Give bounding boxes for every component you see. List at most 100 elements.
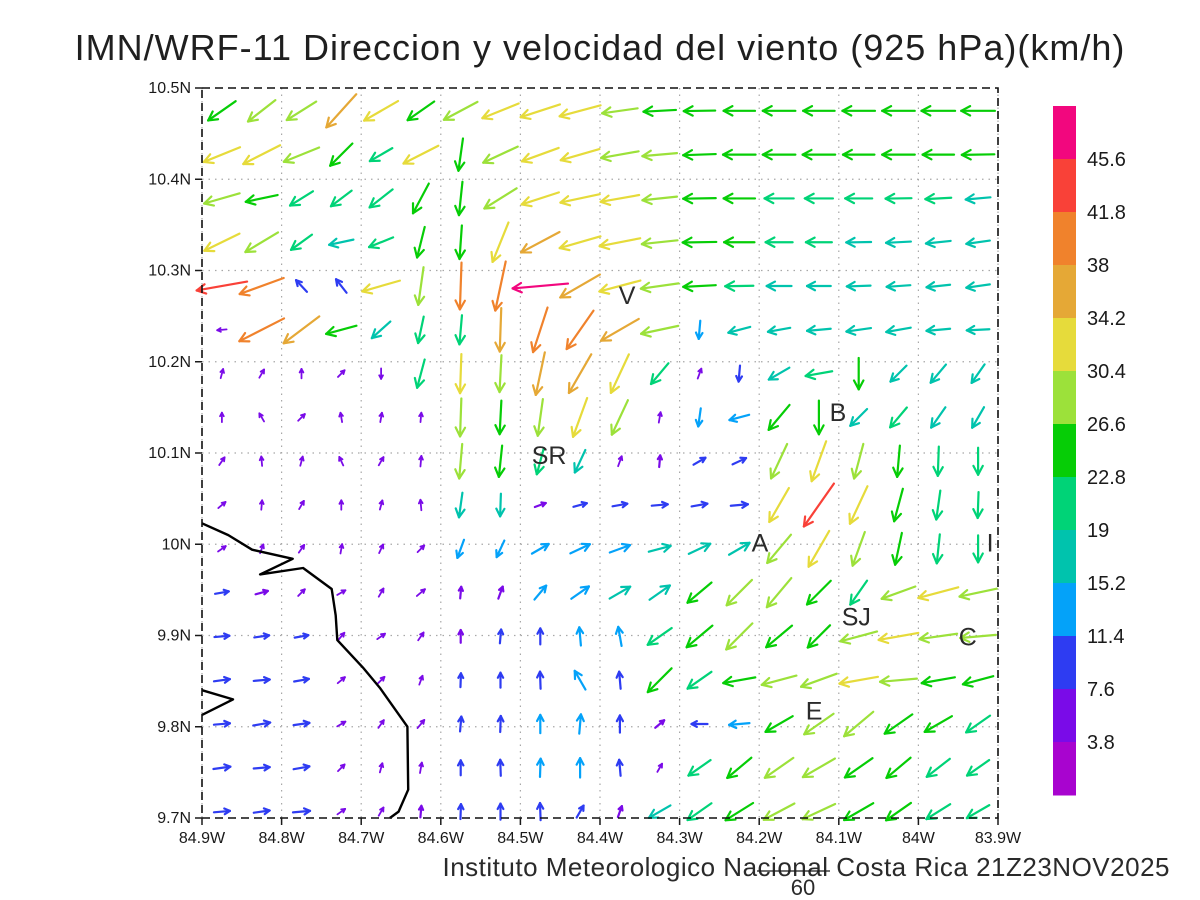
wind-arrow-head	[302, 413, 306, 419]
wind-arrow	[416, 719, 426, 729]
y-tick-label: 10.1N	[148, 445, 191, 462]
wind-arrow-shaft	[416, 225, 426, 259]
wind-arrow-head	[442, 110, 451, 121]
wind-arrow-head	[223, 722, 231, 728]
wind-arrow-head	[960, 153, 972, 161]
wind-arrow-head	[490, 250, 494, 263]
wind-arrow-head	[681, 241, 693, 249]
wind-arrow	[572, 500, 588, 508]
wind-arrow	[377, 456, 385, 467]
wind-arrow	[481, 102, 520, 121]
wind-arrow-shaft	[538, 670, 542, 690]
wind-arrow-head	[765, 280, 777, 288]
wind-arrow-head	[890, 510, 896, 523]
wind-arrow-head	[964, 198, 976, 205]
wind-arrow	[376, 675, 386, 685]
wind-arrow-shaft	[559, 273, 601, 299]
wind-arrow-head	[960, 148, 972, 156]
wind-arrow-head	[421, 674, 424, 681]
wind-arrow	[850, 530, 866, 567]
wind-arrow-shaft	[617, 625, 623, 648]
wind-arrow	[482, 145, 519, 165]
wind-arrow-head	[921, 148, 933, 156]
wind-arrow-head	[694, 331, 700, 340]
wind-arrow	[616, 805, 624, 819]
wind-arrow	[925, 324, 952, 336]
wind-arrow	[258, 368, 265, 379]
wind-arrow-head	[850, 467, 856, 480]
wind-arrow	[920, 105, 957, 117]
wind-arrow-head	[244, 200, 257, 206]
wind-arrow-head	[965, 765, 973, 777]
wind-arrow	[202, 146, 242, 165]
wind-arrow-head	[494, 424, 501, 436]
wind-arrow	[338, 456, 345, 467]
wind-arrow-head	[422, 544, 426, 551]
wind-arrow-shaft	[599, 193, 641, 203]
wind-arrow-head	[682, 197, 694, 205]
wind-arrow-shaft	[368, 188, 394, 209]
wind-arrow-head	[649, 379, 662, 386]
wind-arrow-shaft	[482, 145, 519, 164]
wind-arrow-head	[334, 278, 344, 284]
wind-arrow-head	[378, 374, 383, 380]
wind-arrow-head	[852, 379, 860, 391]
wind-arrow	[336, 676, 346, 685]
wind-arrow-head	[885, 285, 897, 292]
wind-arrow-head	[329, 196, 337, 208]
wind-arrow-shaft	[292, 765, 311, 771]
wind-arrow-head	[649, 373, 655, 386]
wind-arrow-shaft	[459, 803, 463, 821]
wind-arrow-shaft	[924, 196, 953, 201]
wind-arrow-shaft	[573, 669, 587, 691]
wind-arrow-shaft	[499, 758, 502, 777]
wind-arrow-head	[599, 331, 608, 342]
wind-arrow	[570, 396, 589, 438]
wind-arrow-head	[422, 719, 426, 725]
wind-arrow-head	[931, 552, 938, 565]
wind-arrow	[495, 492, 506, 518]
wind-arrow-head	[805, 329, 817, 336]
y-tick-label: 10.4N	[148, 171, 191, 188]
wind-arrow-head	[338, 456, 344, 461]
wind-arrow	[415, 588, 426, 597]
wind-arrow-head	[920, 109, 932, 117]
wind-arrow	[722, 675, 757, 688]
wind-arrow-head	[917, 596, 930, 602]
wind-arrow-shaft	[885, 284, 912, 288]
colorbar-label: 22.8	[1087, 467, 1126, 489]
wind-arrow-head	[885, 280, 896, 288]
wind-arrow-shaft	[491, 221, 510, 263]
wind-arrow	[884, 192, 913, 205]
wind-arrow	[972, 534, 984, 564]
wind-arrow-head	[686, 686, 699, 690]
wind-arrow-head	[923, 722, 932, 733]
wind-arrow-head	[223, 809, 231, 816]
wind-arrow	[646, 667, 673, 694]
wind-arrow-shaft	[765, 624, 794, 649]
wind-arrow-head	[494, 381, 501, 394]
wind-arrow-head	[559, 201, 572, 207]
wind-arrow-head	[498, 341, 506, 353]
wind-arrow-shaft	[370, 320, 392, 340]
wind-arrow-shaft	[727, 325, 752, 334]
wind-arrow	[536, 757, 545, 779]
wind-arrow-head	[885, 236, 896, 244]
wind-arrow	[570, 585, 591, 600]
wind-arrow-shaft	[682, 152, 717, 157]
wind-arrow	[214, 588, 230, 596]
wind-arrow	[971, 406, 986, 429]
wind-arrow	[533, 501, 547, 509]
wind-arrow	[195, 280, 249, 295]
wind-arrow-shaft	[843, 757, 874, 779]
wind-arrow-shaft	[970, 363, 986, 384]
wind-arrow-shaft	[763, 756, 795, 779]
wind-arrow-head	[805, 593, 812, 606]
wind-arrow	[454, 491, 466, 519]
wind-arrow-head	[454, 299, 461, 311]
wind-arrow-head	[841, 105, 853, 112]
station-label-v: V	[619, 282, 636, 310]
wind-arrow-shaft	[610, 399, 630, 436]
y-tick-label: 9.8N	[157, 719, 191, 736]
wind-arrow	[238, 317, 286, 343]
